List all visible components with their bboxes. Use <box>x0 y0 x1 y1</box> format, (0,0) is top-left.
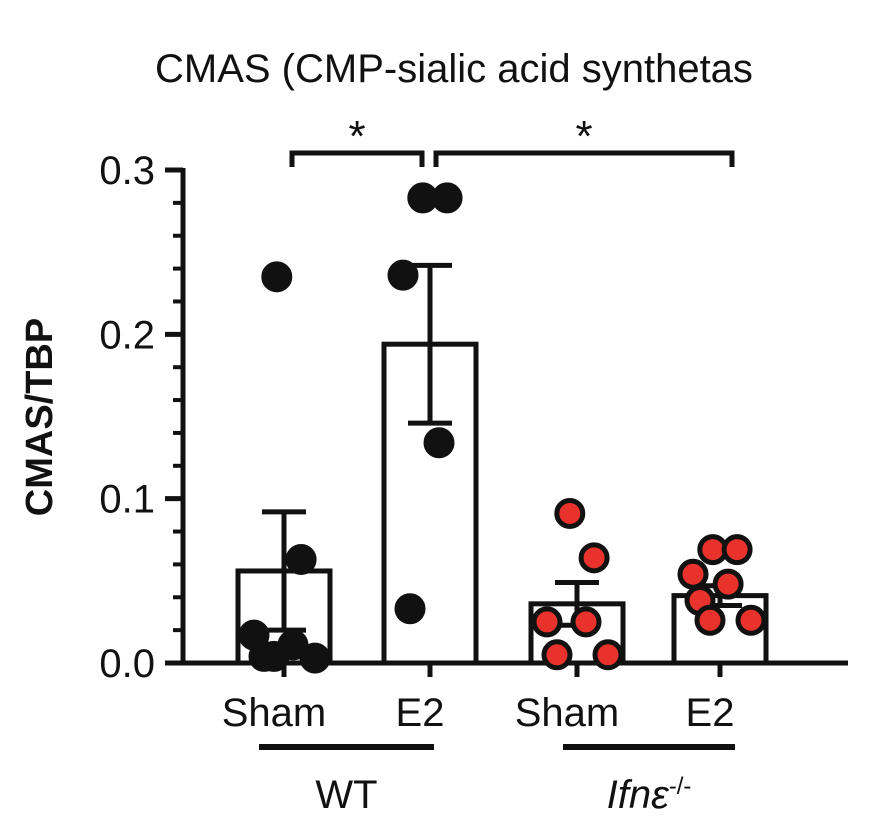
data-point <box>677 558 709 590</box>
y-tick-label: 0.2 <box>99 313 155 357</box>
data-point <box>387 259 419 291</box>
data-point <box>570 606 602 638</box>
y-axis-label: CMAS/TBP <box>19 318 61 516</box>
data-point <box>541 639 573 671</box>
x-tick-label: E2 <box>396 691 445 735</box>
data-point <box>721 534 753 566</box>
y-tick-label: 0.3 <box>99 149 155 193</box>
x-axis-labels: Sham E2 Sham E2 WT Ifnε-/- <box>222 663 735 817</box>
chart-title: CMAS (CMP-sialic acid synthetas <box>155 47 753 91</box>
data-point <box>735 604 767 636</box>
data-point <box>423 427 455 459</box>
group-label: WT <box>315 773 377 817</box>
x-tick-label: Sham <box>515 691 620 735</box>
significance-bracket <box>433 150 735 167</box>
x-tick-label: E2 <box>686 691 735 735</box>
data-point <box>592 639 624 671</box>
data-point <box>299 642 331 674</box>
data-point <box>285 543 317 575</box>
significance-star: * <box>348 112 365 161</box>
data-point <box>578 542 610 574</box>
significance-brackets: * * <box>289 112 735 167</box>
data-point <box>554 497 586 529</box>
data-point <box>531 606 563 638</box>
data-point <box>258 640 290 672</box>
data-point <box>431 182 463 214</box>
significance-star: * <box>575 112 592 161</box>
data-point <box>712 568 744 600</box>
group-label: Ifnε-/- <box>607 773 692 817</box>
data-point <box>394 593 426 625</box>
data-points <box>238 182 767 674</box>
significance-bracket <box>289 150 425 167</box>
data-point <box>261 261 293 293</box>
y-tick-label: 0.0 <box>99 642 155 686</box>
data-point <box>694 604 726 636</box>
y-tick-label: 0.1 <box>99 478 155 522</box>
x-tick-label: Sham <box>222 691 327 735</box>
